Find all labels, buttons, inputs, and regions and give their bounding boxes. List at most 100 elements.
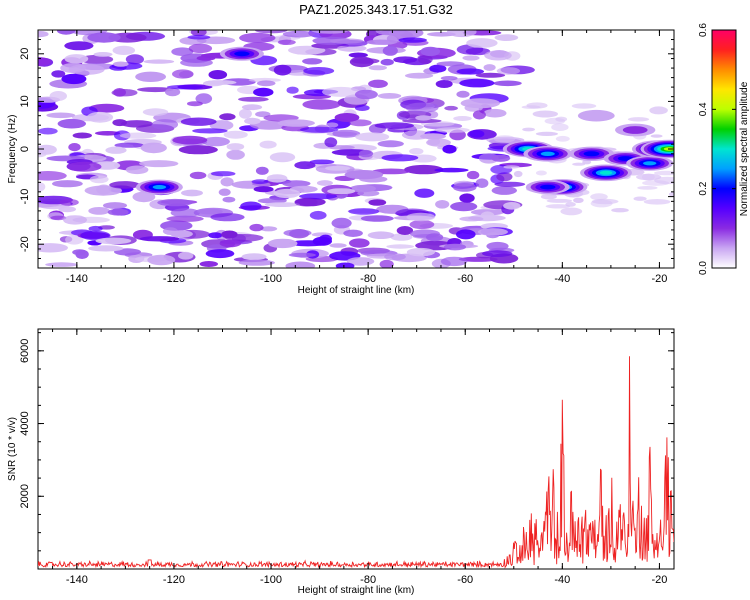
spectrogram-noise-blob bbox=[555, 135, 570, 142]
spectrogram-noise-blob bbox=[125, 165, 149, 175]
spectrogram-noise-blob bbox=[49, 91, 67, 101]
x-tick-label: -140 bbox=[66, 574, 88, 586]
spectrogram-noise-blob bbox=[79, 54, 114, 64]
y-tick-label: 6000 bbox=[19, 339, 31, 363]
spectrogram-noise-blob bbox=[195, 93, 213, 104]
spectrogram-noise-blob bbox=[240, 201, 262, 211]
spectrogram-noise-blob bbox=[349, 56, 374, 68]
spectrogram-noise-blob bbox=[360, 215, 394, 222]
spectrogram-noise-blob bbox=[102, 202, 128, 209]
x-tick-label: -20 bbox=[651, 574, 667, 586]
spectrogram-noise-blob bbox=[349, 238, 370, 248]
spectrogram-noise-blob bbox=[199, 261, 218, 267]
spectrogram-noise-blob bbox=[654, 170, 674, 176]
x-tick-label: -60 bbox=[457, 574, 473, 586]
spectrogram-noise-blob bbox=[329, 38, 364, 44]
spectrogram-noise-blob bbox=[402, 118, 442, 124]
spectrogram-noise-blob bbox=[325, 122, 339, 128]
spectrogram-noise-blob bbox=[187, 34, 211, 40]
spectrogram-noise-blob bbox=[172, 135, 208, 145]
x-tick-label: -100 bbox=[260, 273, 282, 285]
spectrogram-noise-blob bbox=[64, 54, 89, 64]
spectrogram-noise-blob bbox=[277, 39, 296, 45]
spectrogram-noise-blob bbox=[513, 170, 523, 178]
spectrogram-x-label: Height of straight line (km) bbox=[298, 285, 415, 296]
spectrogram-noise-blob bbox=[139, 236, 180, 242]
spectrogram-noise-blob bbox=[486, 241, 509, 251]
spectrogram-noise-blob bbox=[253, 87, 274, 97]
spectrogram-noise-blob bbox=[483, 108, 507, 118]
spectrogram-noise-blob bbox=[496, 67, 521, 75]
spectrogram-hotspot bbox=[577, 109, 615, 122]
spectrogram-hotspot bbox=[580, 164, 632, 182]
spectrogram-noise-blob bbox=[643, 199, 671, 205]
spectrogram-noise-blob bbox=[368, 199, 387, 206]
spectrogram-noise-blob bbox=[244, 117, 261, 125]
spectrogram-noise-blob bbox=[66, 161, 102, 172]
spectrogram-noise-blob bbox=[418, 54, 433, 65]
spectrogram-noise-blob bbox=[668, 191, 674, 197]
spectrogram-noise-blob bbox=[456, 68, 485, 75]
spectrogram-noise-blob bbox=[478, 153, 499, 164]
spectrogram-noise-blob bbox=[249, 223, 264, 232]
spectrogram-noise-blob bbox=[273, 64, 292, 76]
spectrogram-noise-blob bbox=[522, 127, 535, 132]
spectrogram-noise-blob bbox=[95, 237, 132, 245]
spectrogram-noise-blob bbox=[406, 247, 435, 257]
x-tick-label: -60 bbox=[457, 273, 473, 285]
colorbar-gradient bbox=[711, 29, 737, 269]
spectrogram-noise-blob bbox=[611, 208, 629, 213]
spectrogram-noise-blob bbox=[88, 225, 103, 232]
hotspot-contour bbox=[583, 151, 600, 157]
spectrogram-field bbox=[38, 30, 674, 268]
spectrogram-noise-blob bbox=[190, 30, 207, 37]
spectrogram-noise-blob bbox=[68, 64, 105, 75]
spectrogram-noise-blob bbox=[166, 84, 203, 90]
spectrogram-noise-blob bbox=[113, 88, 126, 97]
spectrogram-hotspot bbox=[135, 179, 183, 195]
spectrogram-noise-blob bbox=[300, 126, 339, 133]
spectrogram-noise-blob bbox=[420, 133, 446, 140]
spectrogram-noise-blob bbox=[107, 208, 129, 216]
spectrogram-noise-blob bbox=[225, 234, 264, 242]
spectrogram-noise-blob bbox=[222, 196, 236, 203]
colorbar-ticks: 0.0 0.2 0.4 0.6 bbox=[698, 23, 736, 275]
spectrogram-hotspots bbox=[135, 46, 674, 196]
spectrogram-noise-blob bbox=[64, 41, 94, 51]
spectrogram-noise-blob bbox=[459, 193, 475, 203]
spectrogram-noise-blob bbox=[273, 188, 301, 199]
spectrogram-noise-blob bbox=[69, 30, 108, 36]
spectrogram-hotspot bbox=[615, 123, 656, 137]
spectrogram-hotspot bbox=[640, 139, 674, 159]
spectrogram-noise-blob bbox=[475, 72, 506, 78]
spectrogram-noise-blob bbox=[477, 228, 508, 236]
spectrogram-noise-blob bbox=[380, 58, 394, 66]
hotspot-contour bbox=[577, 109, 615, 122]
spectrogram-noise-blob bbox=[332, 129, 361, 138]
spectrogram-hotspot bbox=[626, 155, 674, 171]
spectrogram-noise-blob bbox=[38, 243, 68, 253]
spectrogram-noise-blob bbox=[38, 127, 58, 135]
spectrogram-noise-blob bbox=[57, 30, 76, 35]
spectrogram-noise-blob bbox=[453, 116, 472, 121]
hotspot-contour bbox=[643, 161, 657, 166]
spectrogram-noise-blob bbox=[573, 197, 584, 203]
spectrogram-noise-blob bbox=[63, 215, 87, 225]
spectrogram-noise-blob bbox=[426, 138, 451, 147]
spectrogram-noise-blob bbox=[311, 30, 349, 34]
spectrogram-noise-blob bbox=[447, 30, 477, 38]
spectrogram-noise-blob bbox=[205, 249, 235, 259]
spectrogram-noise-blob bbox=[125, 54, 144, 65]
spectrogram-noise-blob bbox=[267, 238, 298, 249]
spectrogram-noise-blob bbox=[337, 44, 367, 52]
y-tick-label: 4000 bbox=[19, 411, 31, 435]
spectrogram-noise-blob bbox=[493, 80, 522, 87]
spectrogram-noise-blob bbox=[343, 229, 363, 237]
spectrogram-noise-blob bbox=[226, 143, 245, 151]
spectrogram-noise-blob bbox=[348, 119, 372, 127]
hotspot-contour bbox=[540, 184, 556, 190]
spectrogram-noise-blob bbox=[46, 112, 76, 119]
spectrogram-noise-blob bbox=[526, 102, 548, 109]
spectrogram-noise-blob bbox=[256, 80, 276, 87]
